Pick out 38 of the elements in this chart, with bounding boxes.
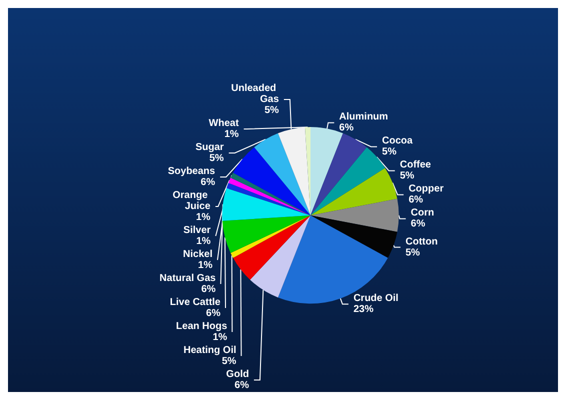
data-label: 6%	[408, 194, 424, 206]
data-label: 5%	[209, 153, 224, 164]
slice-label: Crude Oil	[353, 293, 399, 304]
data-label: 5%	[405, 247, 420, 258]
data-label: 6%	[410, 218, 426, 230]
data-label: 6%	[339, 122, 354, 134]
slice-label: Lean Hogs	[176, 321, 228, 332]
slice-label: Coffee	[400, 160, 432, 171]
data-label: 5%	[382, 146, 397, 158]
slice-label: Sugar	[195, 142, 224, 153]
slice-label: Cotton	[405, 236, 438, 248]
data-label: 23%	[353, 304, 374, 316]
slice-label: Heating Oil	[183, 345, 236, 356]
slice-label: Corn	[410, 208, 434, 219]
slice-label: Unleaded Gas	[231, 83, 280, 105]
slice-label: Wheat	[208, 118, 240, 129]
slice-label: Orange Juice	[172, 190, 211, 212]
data-label: 5%	[222, 356, 236, 367]
slice-label: Gold	[226, 369, 249, 380]
slice-label: Nickel	[183, 249, 213, 260]
data-label: 1%	[212, 332, 228, 343]
data-label: 1%	[198, 260, 213, 271]
data-label: 5%	[264, 105, 280, 116]
slice-label: Aluminum	[339, 112, 388, 123]
data-label: 5%	[400, 170, 414, 182]
data-label: 6%	[201, 284, 216, 295]
data-label: 1%	[224, 129, 239, 140]
data-label: 1%	[196, 236, 211, 247]
data-label: 6%	[200, 177, 216, 188]
slice-label: Soybeans	[168, 166, 216, 177]
data-label: 6%	[234, 380, 250, 391]
slice-label: Copper	[408, 184, 444, 195]
slice-label: Cocoa	[382, 136, 414, 147]
slice-label: Natural Gas	[160, 273, 216, 284]
data-label: 1%	[196, 212, 211, 223]
slice-label: Silver	[183, 225, 211, 236]
data-label: 6%	[206, 308, 221, 319]
slice-label: Live Cattle	[170, 297, 221, 308]
